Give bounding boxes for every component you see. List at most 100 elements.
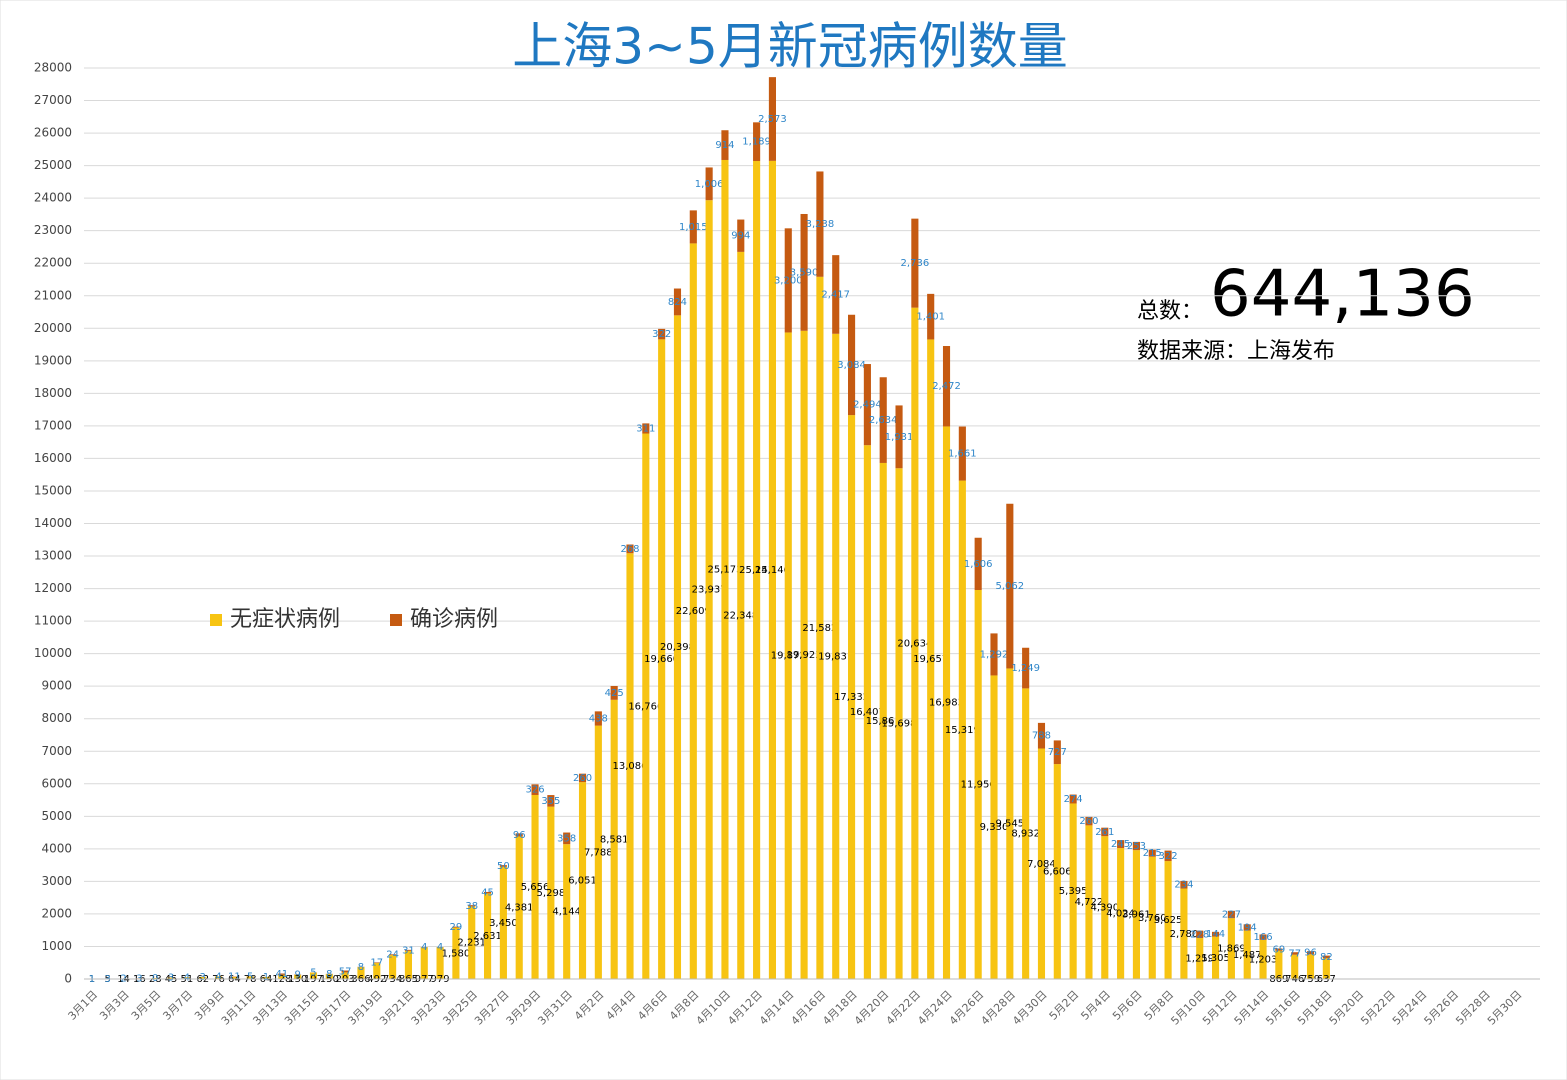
y-tick-label: 9000 bbox=[41, 679, 72, 693]
bar-segment bbox=[294, 974, 302, 979]
data-label: 425 bbox=[605, 688, 624, 699]
data-label: 260 bbox=[1079, 816, 1098, 827]
bar-segment bbox=[468, 906, 476, 979]
bar-segment bbox=[1164, 850, 1172, 862]
y-tick-label: 11000 bbox=[34, 614, 72, 628]
y-tick-label: 20000 bbox=[34, 321, 72, 335]
bar-segment bbox=[895, 405, 903, 469]
bar-segment bbox=[578, 782, 587, 979]
bar-segment bbox=[278, 974, 286, 979]
bar-segment bbox=[1117, 848, 1125, 979]
y-tick-label: 23000 bbox=[34, 223, 72, 237]
bar-segment bbox=[246, 976, 254, 979]
y-tick-label: 19000 bbox=[34, 353, 72, 367]
y-tick-label: 14000 bbox=[34, 516, 72, 530]
data-label: 17 bbox=[370, 958, 383, 969]
y-tick-label: 22000 bbox=[34, 256, 72, 270]
bar-segment bbox=[832, 333, 840, 979]
data-label: 1,015 bbox=[679, 222, 708, 233]
bar-segment bbox=[1196, 938, 1204, 979]
data-label: 322 bbox=[1159, 851, 1178, 862]
bar-segment bbox=[1306, 951, 1315, 955]
data-label: 15,319 bbox=[945, 725, 980, 736]
bar-segment bbox=[927, 293, 935, 340]
data-label: 20,634 bbox=[897, 638, 932, 649]
bar-segment bbox=[1148, 849, 1156, 857]
bar-segment bbox=[1322, 955, 1330, 959]
y-tick-label: 2000 bbox=[41, 906, 72, 920]
bar-segment bbox=[784, 228, 792, 333]
bar-segment bbox=[626, 544, 634, 554]
data-label: 19,660 bbox=[644, 654, 679, 665]
data-label: 8 bbox=[326, 969, 332, 980]
bar-segment bbox=[848, 314, 856, 416]
data-label: 8,932 bbox=[1011, 829, 1040, 840]
data-label: 1,189 bbox=[742, 137, 771, 148]
data-label: 6,051 bbox=[568, 876, 597, 887]
data-label: 69 bbox=[1273, 945, 1286, 956]
bar-segment bbox=[974, 590, 982, 979]
data-label: 20,398 bbox=[660, 642, 695, 653]
data-label: 1,931 bbox=[885, 432, 914, 443]
data-label: 268 bbox=[620, 544, 639, 555]
bar-segment bbox=[1053, 764, 1061, 979]
data-label: 22,609 bbox=[676, 606, 711, 617]
data-label: 7,084 bbox=[1027, 859, 1056, 870]
y-tick-label: 6000 bbox=[41, 776, 72, 790]
data-label: 9 bbox=[294, 970, 300, 981]
bar-segment bbox=[563, 832, 571, 845]
data-label: 3,760 bbox=[1138, 913, 1167, 924]
bar-segment bbox=[1069, 803, 1077, 979]
bar-segment bbox=[800, 213, 808, 331]
data-label: 3,238 bbox=[806, 219, 835, 230]
bar-segment bbox=[531, 784, 539, 795]
bar-segment bbox=[737, 219, 745, 252]
data-label: 15,698 bbox=[882, 719, 917, 730]
bar-segment bbox=[1037, 748, 1046, 979]
data-label: 11,956 bbox=[961, 780, 996, 791]
bar-segment bbox=[1259, 934, 1267, 940]
bar-segment bbox=[1101, 836, 1109, 979]
data-label: 22,348 bbox=[723, 610, 758, 621]
bar-segment bbox=[515, 833, 523, 837]
data-label: 438 bbox=[589, 713, 608, 724]
data-label: 3,450 bbox=[489, 918, 518, 929]
data-label: 253 bbox=[1127, 841, 1146, 852]
bar-segment bbox=[753, 122, 761, 162]
bar-segment bbox=[389, 954, 397, 956]
data-label: 1,401 bbox=[916, 312, 945, 323]
bar-segment bbox=[784, 332, 792, 979]
bar-segment bbox=[452, 926, 460, 928]
data-label: 260 bbox=[573, 773, 592, 784]
bar-segment bbox=[958, 426, 966, 481]
total-caption: 总数： bbox=[1137, 299, 1203, 324]
bar-segment bbox=[990, 675, 998, 979]
data-label: 3,590 bbox=[790, 267, 819, 278]
data-label: 4 bbox=[215, 971, 221, 982]
data-label: 227 bbox=[1222, 909, 1241, 920]
bar-segment bbox=[594, 711, 602, 726]
data-label: 2,780 bbox=[1170, 929, 1199, 940]
bar-segment bbox=[689, 210, 697, 244]
data-label: 3,084 bbox=[837, 360, 866, 371]
data-label: 1,869 bbox=[1217, 944, 1246, 955]
bar-segment bbox=[753, 161, 761, 980]
bar-segment bbox=[1022, 647, 1030, 689]
data-label: 3 bbox=[168, 972, 174, 983]
data-label: 228 bbox=[1190, 929, 1209, 940]
data-label: 29 bbox=[450, 922, 463, 933]
bar-segment bbox=[1069, 794, 1077, 804]
bar-segment bbox=[325, 974, 333, 979]
data-label: 1,006 bbox=[695, 179, 724, 190]
data-label: 2,736 bbox=[901, 258, 930, 269]
bar-segment bbox=[214, 976, 223, 979]
bar-segment bbox=[389, 955, 397, 979]
bar-segment bbox=[1101, 827, 1109, 837]
data-label: 5,298 bbox=[537, 888, 566, 899]
data-label: 245 bbox=[1111, 839, 1130, 850]
bar-segment bbox=[879, 462, 887, 979]
bar-segment bbox=[1117, 840, 1125, 849]
bar-segment bbox=[721, 130, 729, 160]
data-label: 16,766 bbox=[628, 701, 663, 712]
